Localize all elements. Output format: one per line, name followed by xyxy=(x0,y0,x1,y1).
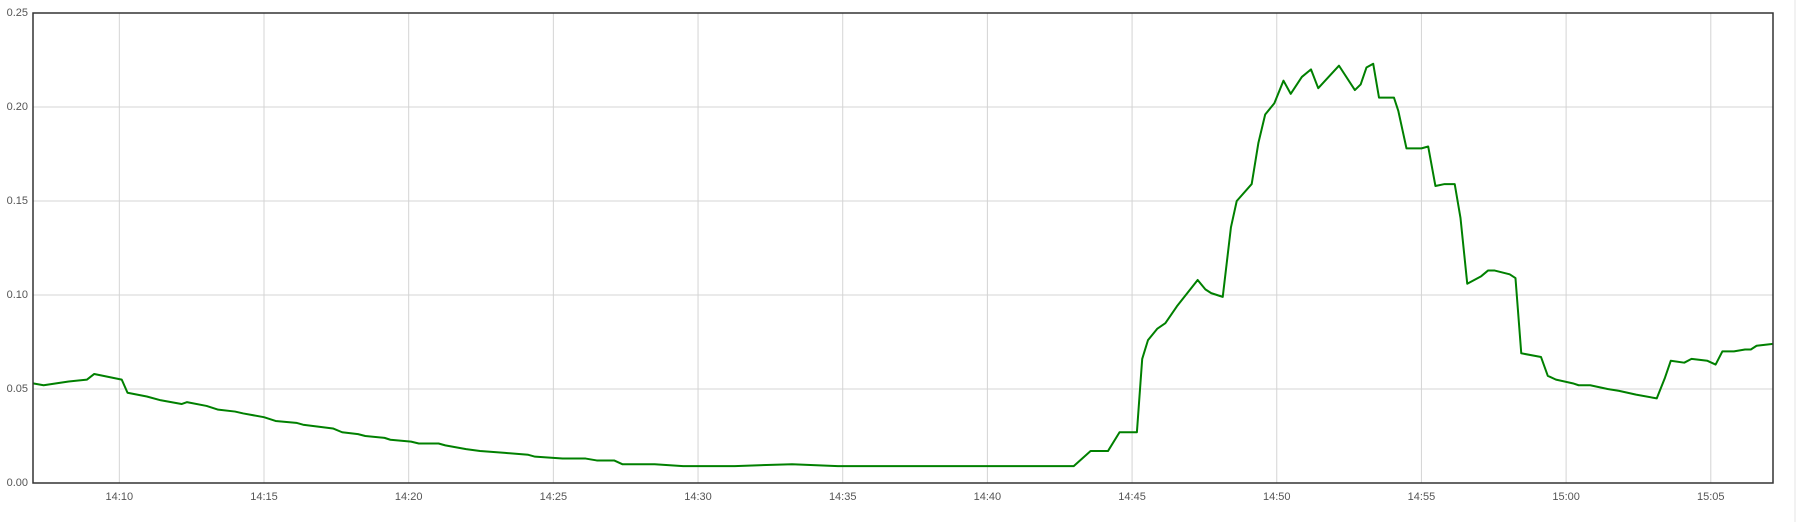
x-tick-label: 14:35 xyxy=(829,491,857,503)
y-tick-label: 0.25 xyxy=(7,7,28,19)
x-tick-label: 14:50 xyxy=(1263,491,1291,503)
y-tick-label: 0.20 xyxy=(7,101,28,113)
x-tick-label: 14:55 xyxy=(1408,491,1436,503)
y-tick-label: 0.15 xyxy=(7,195,28,207)
y-tick-label: 0.05 xyxy=(7,383,28,395)
data-line xyxy=(32,62,1774,468)
x-tick-label: 14:45 xyxy=(1118,491,1146,503)
x-tick-label: 14:20 xyxy=(395,491,423,503)
x-tick-label: 14:25 xyxy=(540,491,568,503)
x-tick-label: 14:40 xyxy=(974,491,1002,503)
y-tick-label: 0.10 xyxy=(7,289,28,301)
x-tick-label: 14:10 xyxy=(106,491,134,503)
x-tick-label: 14:15 xyxy=(250,491,278,503)
x-tick-label: 14:30 xyxy=(684,491,712,503)
x-tick-label: 15:05 xyxy=(1697,491,1725,503)
plot-frame xyxy=(32,12,1774,484)
x-tick-label: 15:00 xyxy=(1552,491,1580,503)
y-tick-label: 0.00 xyxy=(7,477,28,489)
